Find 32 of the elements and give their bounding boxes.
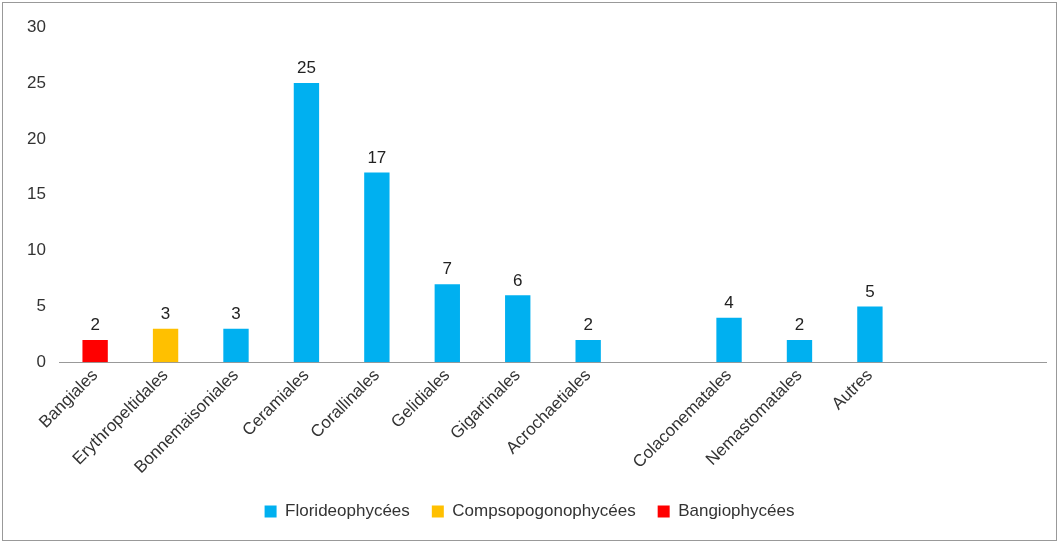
data-label: 17 [367, 147, 387, 167]
y-tick-label: 20 [26, 128, 46, 148]
bar [786, 340, 813, 363]
bar [223, 328, 249, 363]
legend-label: Bangiophycées [678, 501, 795, 521]
y-tick-label: 0 [36, 352, 46, 372]
bar [364, 172, 390, 363]
y-tick-label: 25 [26, 72, 46, 92]
data-label: 2 [90, 315, 100, 335]
bar [434, 284, 460, 363]
bar [82, 340, 108, 363]
data-label: 6 [513, 270, 523, 290]
data-label: 3 [160, 304, 171, 324]
data-label: 25 [296, 58, 316, 78]
legend-label: Compsopogonophycées [452, 501, 636, 521]
data-label: 3 [231, 304, 241, 324]
data-label: 7 [442, 259, 453, 279]
y-tick-label: 10 [26, 240, 46, 260]
bar [505, 295, 531, 363]
y-tick-label: 30 [26, 16, 46, 36]
data-label: 4 [724, 292, 734, 312]
bar [857, 306, 883, 363]
y-tick-label: 5 [36, 296, 46, 316]
data-label: 5 [865, 281, 875, 301]
bar [716, 317, 742, 363]
data-label: 2 [794, 315, 805, 335]
y-tick-label: 15 [26, 184, 46, 204]
bar [575, 340, 601, 363]
bar [293, 83, 320, 363]
legend-label: Florideophycées [285, 501, 410, 521]
data-label: 2 [583, 315, 593, 335]
bar [152, 328, 179, 363]
